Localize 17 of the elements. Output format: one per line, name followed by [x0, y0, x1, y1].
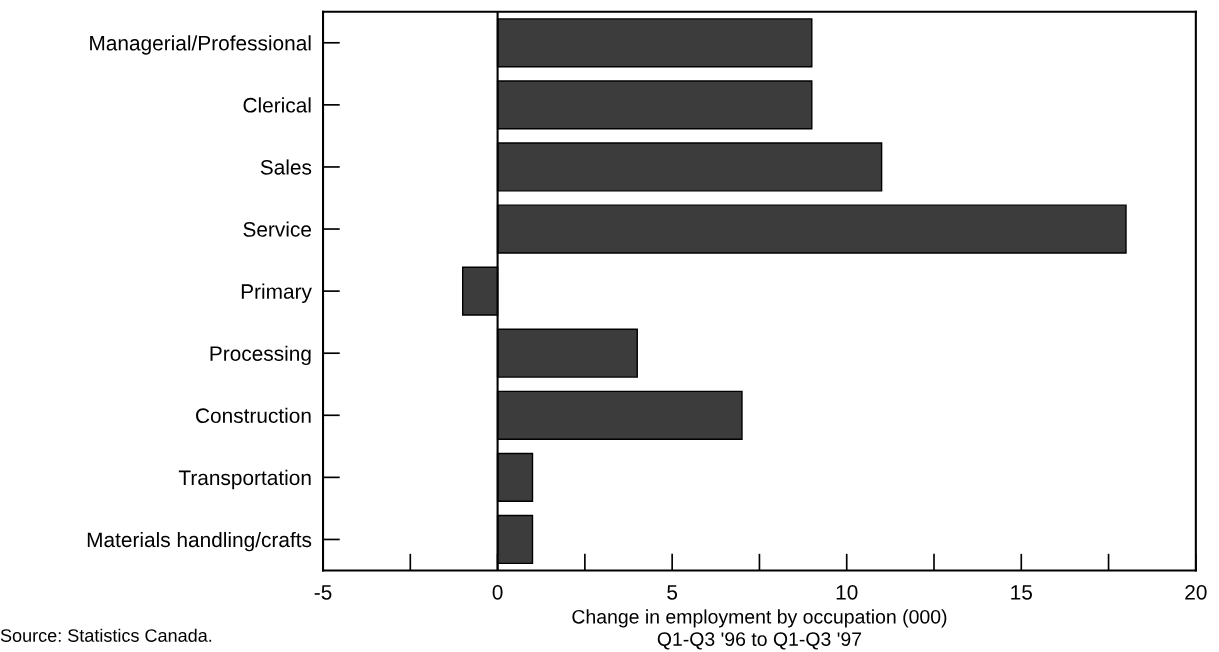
- y-tick-label: Processing: [210, 345, 311, 366]
- x-tick-label: 15: [1011, 585, 1032, 600]
- x-axis-title: Change in employment by occupation (000) Q1-Q3 '96 to Q1-Q3 '97: [572, 609, 947, 650]
- y-tick-label: Clerical: [243, 97, 311, 113]
- x-tick-label: 10: [836, 584, 858, 600]
- x-tick-label: 0: [492, 584, 503, 600]
- y-tick-label: Materials handling/crafts: [87, 531, 312, 552]
- y-tick-label: Managerial/Professional: [90, 35, 311, 55]
- y-tick-label: Sales: [260, 159, 312, 175]
- x-tick-label: 20: [1185, 584, 1207, 600]
- source-note: Source: Statistics Canada.: [0, 628, 212, 642]
- y-tick-label: Transportation: [178, 469, 311, 490]
- y-tick-label: Construction: [196, 407, 311, 424]
- x-tick-label: 5: [667, 585, 678, 600]
- x-tick-label: -5: [314, 585, 332, 600]
- y-tick-label: Service: [243, 221, 311, 237]
- y-tick-label: Primary: [241, 283, 312, 303]
